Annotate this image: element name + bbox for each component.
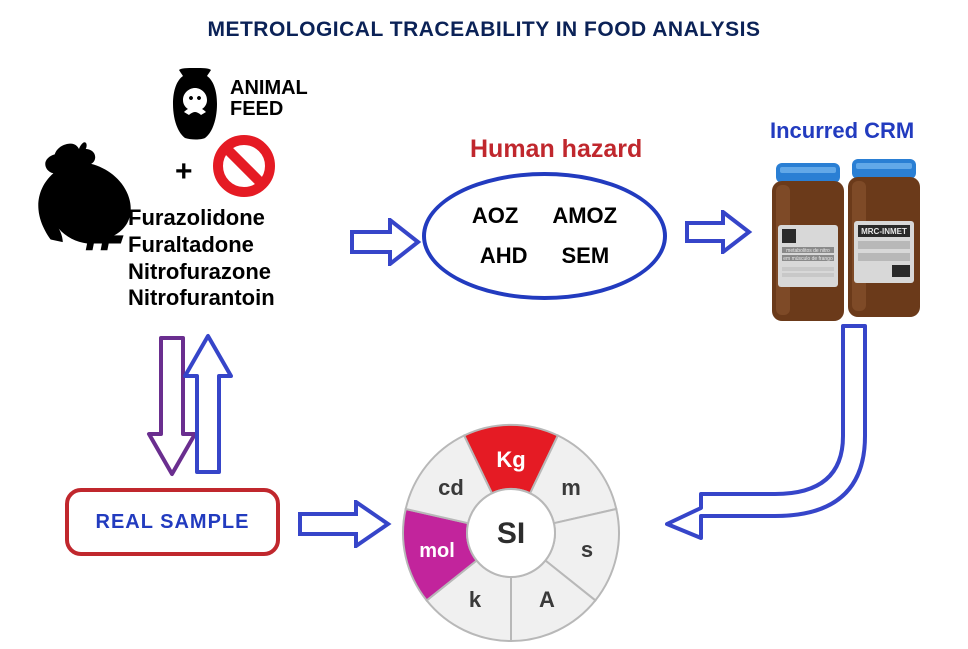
svg-text:em músculo de frango: em músculo de frango bbox=[783, 256, 833, 262]
plus-sign: + bbox=[175, 155, 193, 189]
feed-bag-icon bbox=[165, 68, 225, 145]
metabolite-aoz: AOZ bbox=[472, 203, 518, 229]
arrow-hazard-to-crm bbox=[685, 210, 753, 259]
drug-1: Furazolidone bbox=[128, 205, 275, 232]
page-title: METROLOGICAL TRACEABILITY IN FOOD ANALYS… bbox=[0, 18, 968, 42]
si-k: k bbox=[469, 587, 482, 612]
si-kg: Kg bbox=[496, 447, 525, 472]
si-m: m bbox=[561, 475, 581, 500]
si-a: A bbox=[539, 587, 555, 612]
si-wheel: SI Kg m s A k mol cd bbox=[400, 422, 622, 649]
si-cd: cd bbox=[438, 475, 464, 500]
real-sample-text: REAL SAMPLE bbox=[96, 511, 250, 534]
real-sample-box: REAL SAMPLE bbox=[65, 488, 280, 556]
drug-4: Nitrofurantoin bbox=[128, 285, 275, 312]
vial-brand: MRC-INMET bbox=[861, 227, 907, 236]
si-mol: mol bbox=[419, 540, 455, 562]
hazard-bubble: AOZ AMOZ AHD SEM bbox=[422, 172, 667, 300]
hazard-row-1: AOZ AMOZ bbox=[472, 203, 617, 229]
arrow-drugs-to-hazard bbox=[350, 218, 422, 271]
arrow-sample-to-si bbox=[298, 500, 392, 553]
metabolite-ahd: AHD bbox=[480, 243, 528, 269]
si-s: s bbox=[581, 537, 593, 562]
metabolite-amoz: AMOZ bbox=[552, 203, 617, 229]
svg-text:metabolitos de nitro: metabolitos de nitro bbox=[786, 248, 830, 254]
drug-list: Furazolidone Furaltadone Nitrofurazone N… bbox=[128, 205, 275, 312]
metabolite-sem: SEM bbox=[561, 243, 609, 269]
crm-vials-icon: MRC-INMET metabolitos de nitro em múscul… bbox=[760, 153, 935, 333]
hazard-label: Human hazard bbox=[470, 135, 642, 164]
drug-2: Furaltadone bbox=[128, 232, 275, 259]
crm-label: Incurred CRM bbox=[770, 118, 914, 144]
feed-label: ANIMAL FEED bbox=[230, 78, 308, 120]
feed-label-line1: ANIMAL bbox=[230, 78, 308, 99]
drug-3: Nitrofurazone bbox=[128, 259, 275, 286]
feed-label-line2: FEED bbox=[230, 99, 308, 120]
hazard-row-2: AHD SEM bbox=[480, 243, 609, 269]
si-center: SI bbox=[497, 517, 525, 550]
arrow-crm-to-si bbox=[665, 316, 925, 581]
arrow-bidirectional bbox=[145, 330, 235, 485]
prohibited-icon bbox=[213, 135, 275, 202]
